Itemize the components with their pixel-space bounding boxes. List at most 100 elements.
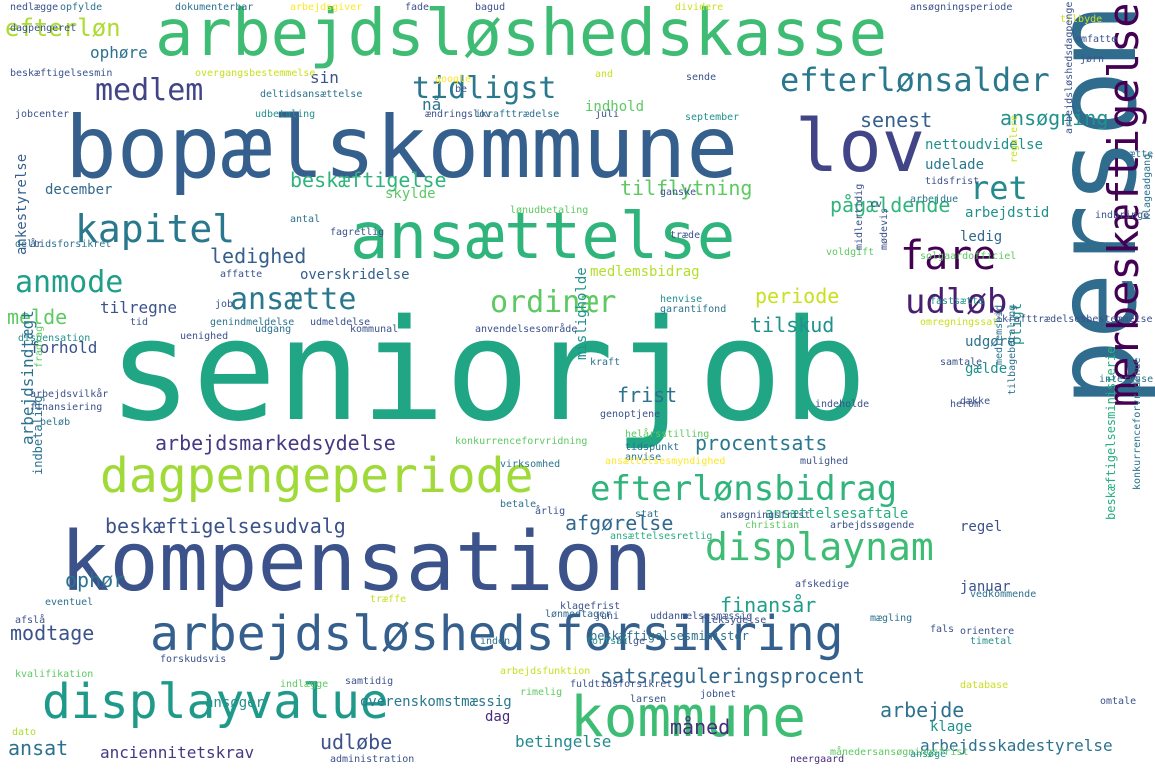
cloud-word: mægling [870,613,913,624]
cloud-word: ophøre [90,43,148,62]
cloud-word: regulere [1009,114,1020,163]
cloud-word: satsreguleringsprocent [600,664,865,688]
cloud-word: skylde [385,186,436,202]
cloud-word: antal [290,214,321,225]
cloud-word: kommune [570,685,807,750]
cloud-word: måned [670,715,731,739]
cloud-word: arbejdstid [965,205,1050,221]
cloud-word: christian [745,520,800,531]
cloud-word: tilbyde [1060,14,1103,25]
cloud-word: solgaardofficiel [920,251,1017,262]
cloud-word: frist [617,383,678,407]
cloud-word: genindmeldelse [210,317,295,328]
cloud-word: klagefrist [560,601,621,612]
cloud-word: arbejdsmarkedsydelse [155,431,396,455]
cloud-word: indlægge [280,679,329,690]
cloud-word: rimelig [520,687,563,698]
cloud-word: kvalifikation [15,669,94,680]
cloud-word: henvise [660,294,703,305]
cloud-word: konkurrenceforvridning [455,436,588,447]
cloud-word: orientere [960,626,1015,637]
cloud-word: arbejdue [910,194,959,205]
cloud-word: google [435,74,472,85]
cloud-word: ændringslov [425,109,492,120]
cloud-word: fare [900,233,997,279]
cloud-word: uddannelsesmæssig [650,611,753,622]
cloud-word: fade [405,2,430,13]
cloud-word: udelade [925,157,985,173]
cloud-word: melde [7,305,68,329]
cloud-word: omfatte [1075,34,1118,45]
cloud-word: senest [860,108,933,132]
cloud-word: deltidsansættelse [260,89,363,100]
cloud-word: deltidsforsikret [15,239,112,250]
cloud-word: ordinær [490,285,617,320]
cloud-word: tidspunkt [625,442,680,453]
cloud-word: nå [422,95,442,114]
cloud-word: seniorjob [108,290,867,453]
cloud-word: månedersansøgningsfrist [830,747,969,758]
cloud-word: ansættelsesretlig [610,531,713,542]
cloud-word: lønmodtager [545,609,612,620]
cloud-word: udløb [905,282,1008,322]
cloud-word: september [685,112,740,123]
cloud-word: opfylde [60,2,103,13]
cloud-word: finansår [720,593,817,617]
cloud-word: ikrafttrædelse [475,109,560,120]
cloud-word: ansøger [205,695,265,711]
cloud-word: dividere [675,2,724,13]
cloud-word: arbejdsfunktion [500,666,591,677]
cloud-word: jobnet [700,689,737,700]
cloud-word: ansøge [910,749,947,760]
cloud-word: ledig [960,229,1003,245]
cloud-word: jobcenter [15,109,70,120]
cloud-word: ansættelsesmyndighed [605,456,726,467]
cloud-word: ansøgningsfrist [720,510,811,521]
cloud-word: beskæftigelse [290,168,447,192]
cloud-word: sin [310,68,339,87]
cloud-word: mulighed [800,456,849,467]
cloud-word: beskæftigelsesmin [10,68,113,79]
cloud-word: nedlægge [10,2,59,13]
cloud-word: anvise [625,452,662,463]
cloud-word: misligholde [574,267,590,360]
cloud-word: ansøgningsperiode [910,2,1013,13]
cloud-word: administration [330,754,415,765]
cloud-word: efterlønsalder [780,61,1050,99]
cloud-word: voldgift [826,247,875,258]
cloud-word: tilskud [750,313,835,337]
cloud-word: forskudsvis [160,654,227,665]
cloud-word: displayvalue [42,674,389,730]
cloud-word: lønudbetaling [510,205,589,216]
cloud-word: kommunal [350,324,399,335]
cloud-word: displaynam [705,525,934,569]
cloud-word: larsen [630,694,667,705]
cloud-word: indbringe [1095,210,1150,221]
cloud-word: juni [595,611,620,622]
cloud-word: afslå [15,615,46,626]
cloud-word: tilregne [100,298,178,317]
cloud-word: medlemsbidrag [590,264,700,280]
cloud-word: ledighed [210,244,307,268]
cloud-word: ansøgning [1000,106,1109,130]
cloud-word: periode [755,284,840,308]
cloud-word: ansat [8,736,69,760]
cloud-word: dag [485,709,511,725]
cloud-word: tidsfrist [925,176,980,187]
cloud-word: indeholde [815,399,870,410]
cloud-word: be [455,84,468,95]
cloud-word: jørn [1080,54,1105,65]
cloud-word: anciennitetskrav [100,743,255,762]
cloud-word: ophør [65,568,126,592]
cloud-word: betingelse [515,732,612,751]
cloud-word: beløb [40,417,71,428]
cloud-word: fortsat [586,636,629,647]
cloud-word: forhold [30,338,98,357]
cloud-word: omregningssat [920,317,999,328]
cloud-word: overenskomstmæssig [360,694,512,710]
cloud-word: inden [480,636,511,647]
cloud-word: sende [686,72,717,83]
cloud-word: job [215,299,234,310]
cloud-word: regel [960,519,1003,535]
cloud-word: efterløn [5,14,121,42]
